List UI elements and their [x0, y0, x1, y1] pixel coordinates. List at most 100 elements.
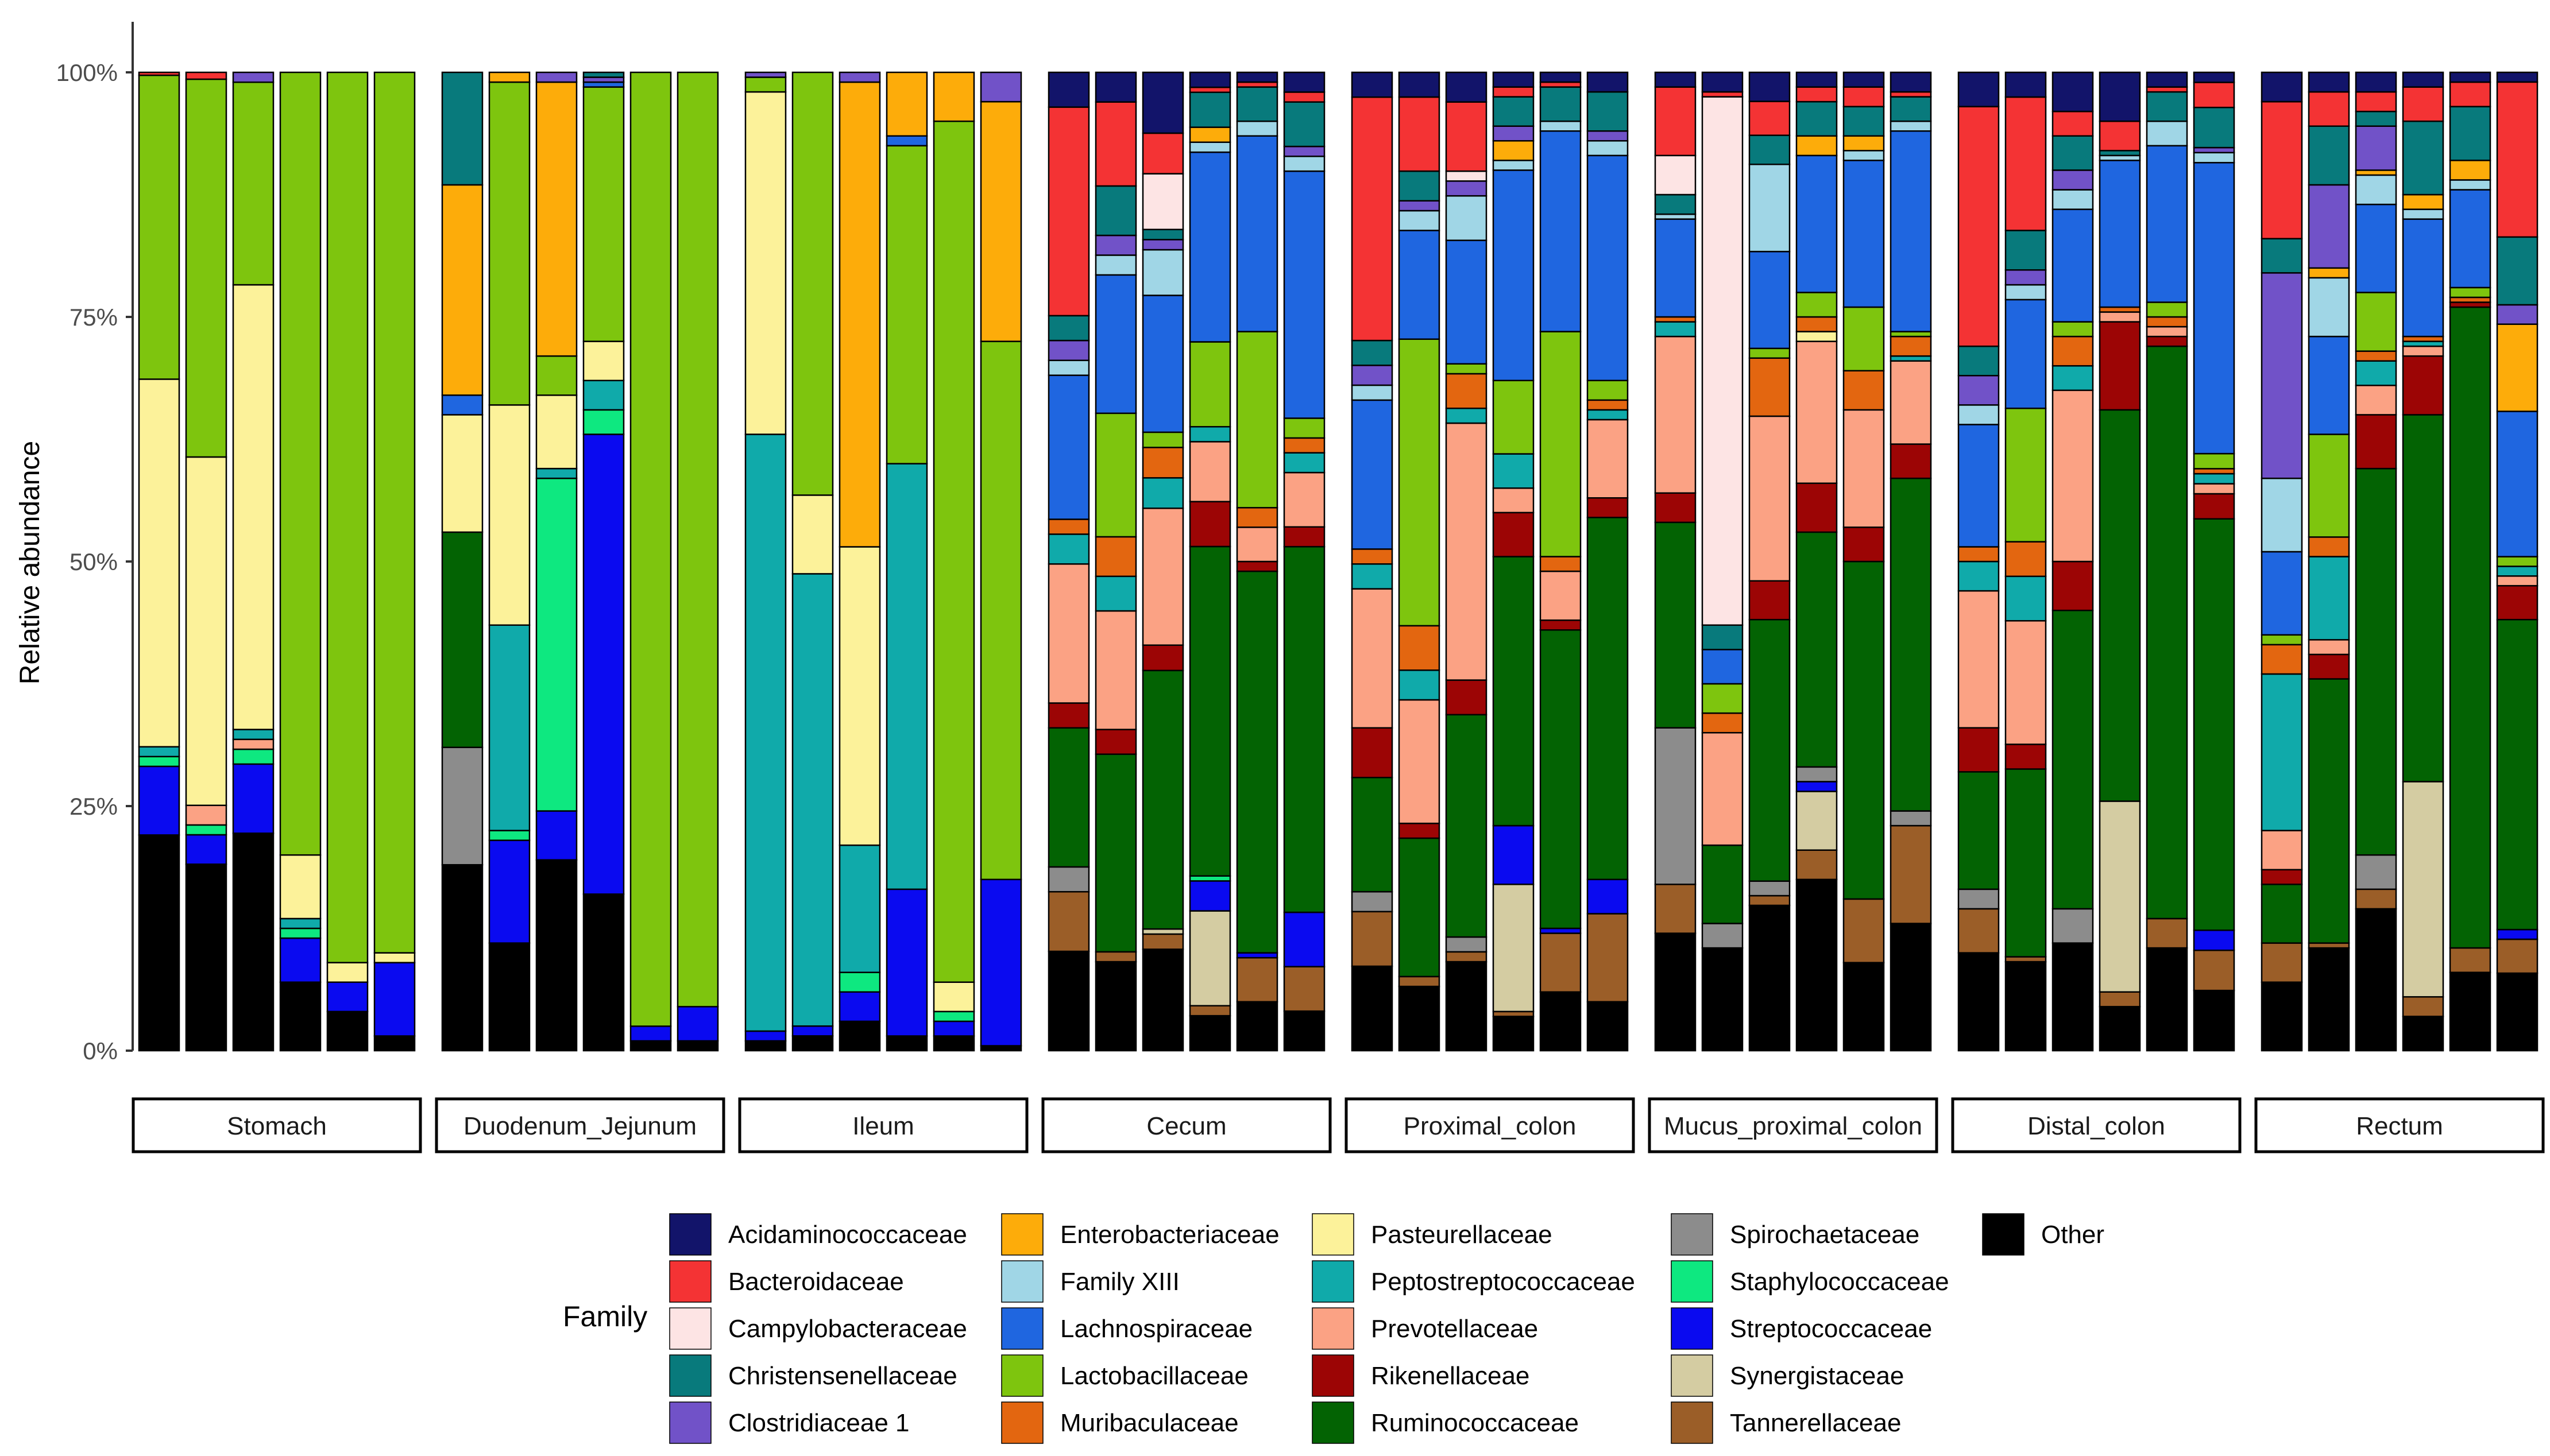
legend-label: Rikenellaceae [1371, 1362, 1529, 1390]
bar-segment-acidaminococcaceae [1095, 71, 1137, 103]
bar-segment-bacteroidaceae [2261, 100, 2303, 239]
bar-segment-acidaminococcaceae [1586, 71, 1629, 93]
bar-segment-pasteurellaceae [791, 494, 834, 575]
bar-segment-tannerellaceae [2496, 938, 2539, 974]
bar-segment-other [2308, 947, 2350, 1052]
bar-segment-family-xiii [1445, 195, 1488, 241]
bar-segment-rikenellaceae [2496, 584, 2539, 621]
facet-strip [1648, 1097, 1938, 1153]
facet-strip [738, 1097, 1029, 1153]
bar-segment-streptococcaceae [1283, 911, 1326, 967]
bar-segment-acidaminococcaceae [1189, 71, 1231, 88]
bar-segment-ruminococcaceae [1586, 517, 1629, 881]
bar-segment-peptostreptococcaceae [1142, 477, 1184, 509]
bar-segment-acidaminococcaceae [2355, 71, 2397, 93]
bar-segment-rikenellaceae [1748, 580, 1791, 621]
bar-segment-ruminococcaceae [1957, 771, 2000, 890]
bar-segment-streptococcaceae [535, 810, 578, 861]
bar-segment-prevotellaceae [2051, 389, 2094, 563]
bar-segment-ruminococcaceae [2193, 518, 2235, 931]
bar-segment-rikenellaceae [1351, 727, 1393, 779]
bar-segment-acidaminococcaceae [2051, 71, 2094, 113]
legend-swatch [1671, 1354, 1713, 1397]
bar-segment-other [1890, 923, 1932, 1052]
bar-segment-rikenellaceae [2261, 869, 2303, 885]
bar-segment-ruminococcaceae [1701, 844, 1744, 924]
bar-segment-other [1283, 1010, 1326, 1052]
bar-segment-christensenellaceae [1236, 86, 1278, 122]
legend-label: Lactobacillaceae [1060, 1362, 1249, 1390]
bar-segment-lactobacillaceae [677, 71, 719, 1008]
bar-segment-ruminococcaceae [1539, 629, 1582, 930]
y-tick-label: 25% [69, 793, 118, 820]
legend-swatch [1001, 1213, 1044, 1256]
bar-segment-family-xiii [2402, 208, 2444, 220]
bar-segment-muribaculaceae [2261, 644, 2303, 675]
bar-segment-family-xiii [2449, 179, 2491, 191]
bar-segment-enterobacteriaceae [980, 100, 1022, 342]
bar-segment-rikenellaceae [2355, 414, 2397, 470]
bar-segment-prevotellaceae [2193, 483, 2235, 495]
bar-segment-rikenellaceae [1283, 526, 1326, 548]
bar-segment-peptostreptococcaceae [2402, 340, 2444, 347]
bar-segment-ruminococcaceae [2261, 884, 2303, 944]
bar-segment-acidaminococcaceae [1048, 71, 1090, 108]
bar-segment-other [2449, 971, 2491, 1052]
bar-segment-prevotellaceae [1748, 415, 1791, 582]
bar-segment-enterobacteriaceae [441, 184, 484, 396]
bar-segment-rikenellaceae [1189, 501, 1231, 548]
bar-segment-lactobacillaceae [1398, 338, 1440, 627]
bar-segment-rikenellaceae [2308, 653, 2350, 680]
bar-segment-enterobacteriaceae [488, 71, 531, 83]
bar-segment-family-xiii [1539, 120, 1582, 132]
bar-segment-streptococcaceae [138, 765, 180, 836]
bar-segment-bacteroidaceae [2099, 120, 2141, 152]
bar-segment-other [535, 859, 578, 1052]
bar-segment-streptococcaceae [373, 962, 416, 1037]
bar-segment-rikenellaceae [1095, 729, 1137, 755]
bar-segment-christensenellaceae [441, 71, 484, 186]
bar-segment-christensenellaceae [1539, 86, 1582, 122]
bar-segment-prevotellaceae [185, 804, 227, 826]
bar-segment-clostridiaceae-1 [1142, 239, 1184, 251]
bar-segment-enterobacteriaceae [1492, 140, 1535, 161]
legend-label: Acidaminococcaceae [728, 1221, 967, 1249]
bar-segment-lachnospiraceae [2051, 208, 2094, 323]
bar-segment-prevotellaceae [2496, 575, 2539, 587]
bar-segment-tannerellaceae [1142, 933, 1184, 950]
legend-label: Prevotellaceae [1371, 1315, 1538, 1343]
bar-segment-ruminococcaceae [2496, 618, 2539, 931]
bar-segment-other [1398, 985, 1440, 1052]
bar-segment-lachnospiraceae [2402, 218, 2444, 338]
legend-swatch [1671, 1260, 1713, 1303]
bar-segment-bacteroidaceae [1654, 86, 1697, 157]
bar-segment-other [2099, 1006, 2141, 1052]
bar-segment-clostridiaceae-1 [582, 76, 625, 83]
bar-segment-staphylococcaceae [279, 927, 322, 939]
bar-segment-enterobacteriaceae [1795, 135, 1838, 157]
bar-segment-muribaculaceae [1795, 316, 1838, 332]
bar-segment-lachnospiraceae [2146, 145, 2188, 303]
legend-label: Bacteroidaceae [728, 1268, 904, 1296]
bar-segment-christensenellaceae [1701, 624, 1744, 650]
bar-segment-acidaminococcaceae [2099, 71, 2141, 122]
bar-segment-lachnospiraceae [1189, 151, 1231, 343]
bar-segment-tannerellaceae [1654, 884, 1697, 934]
legend-swatch [669, 1307, 712, 1350]
bar-segment-streptococcaceae [629, 1025, 672, 1042]
bar-segment-tannerellaceae [1095, 951, 1137, 963]
bar-segment-family-xiii [1142, 249, 1184, 296]
bar-segment-peptostreptococcaceae [2308, 556, 2350, 641]
bar-segment-muribaculaceae [2449, 296, 2491, 303]
bar-segment-prevotellaceae [1283, 471, 1326, 528]
bar-segment-lactobacillaceae [582, 86, 625, 342]
bar-segment-peptostreptococcaceae [582, 380, 625, 411]
bar-segment-lactobacillaceae [2004, 407, 2047, 543]
legend-label: Synergistaceae [1730, 1362, 1904, 1390]
facet-strip [132, 1097, 422, 1153]
bar-segment-streptococcaceae [744, 1030, 787, 1042]
bar-segment-other [2496, 972, 2539, 1052]
bar-segment-tannerellaceae [1586, 913, 1629, 1003]
bar-segment-peptostreptococcaceae [2051, 365, 2094, 392]
bar-segment-bacteroidaceae [2449, 81, 2491, 107]
